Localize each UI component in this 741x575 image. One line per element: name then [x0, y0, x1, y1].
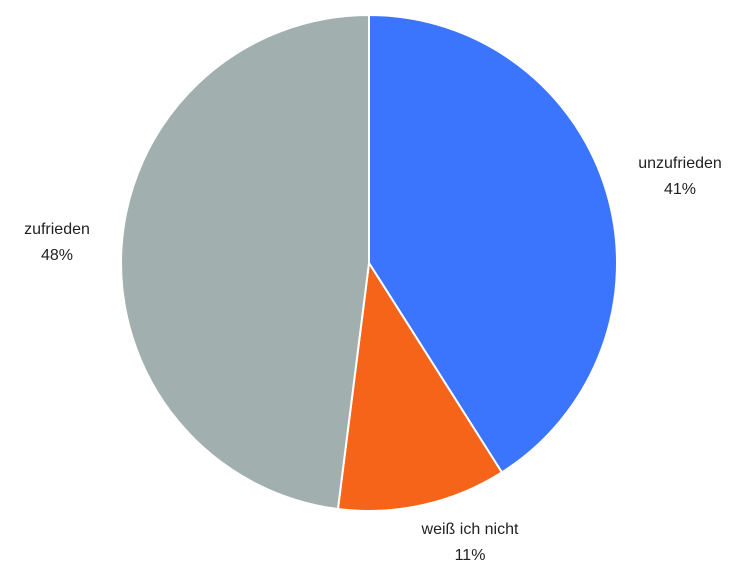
pie-slice-label: unzufrieden: [638, 155, 722, 172]
pie-slice-value-label: 48%: [41, 247, 73, 264]
pie-slice-zufrieden: [120, 14, 370, 511]
pie-slice-unzufrieden: [368, 14, 618, 474]
pie-slice-value-label: 41%: [664, 181, 696, 198]
pie-slice-label: zufrieden: [24, 221, 90, 238]
pie-labels: unzufrieden 41% weiß ich nicht 11% zufrieden…: [24, 155, 722, 564]
pie-slice-value-label: 11%: [455, 547, 486, 564]
pie-slice-weiß-ich-nicht: [336, 262, 503, 512]
pie-slices: [120, 14, 618, 512]
pie-slice-label: weiß ich nicht: [421, 521, 519, 538]
